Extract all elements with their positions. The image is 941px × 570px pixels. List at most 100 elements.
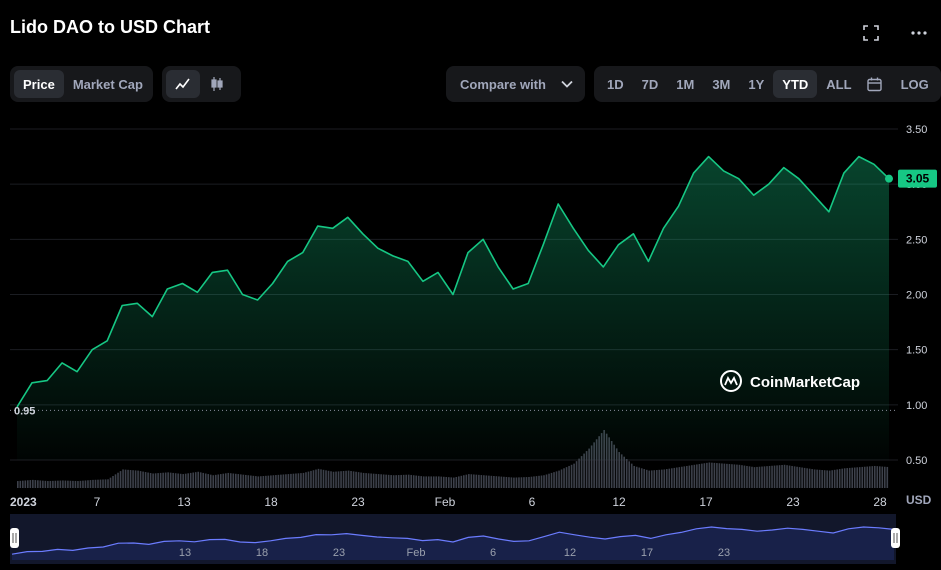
volume-bar bbox=[367, 473, 370, 488]
tab-price[interactable]: Price bbox=[14, 70, 64, 98]
volume-bar bbox=[858, 467, 861, 488]
volume-bar bbox=[182, 474, 184, 488]
volume-bar bbox=[352, 471, 355, 488]
volume-bar bbox=[520, 477, 523, 488]
volume-bar bbox=[678, 467, 681, 488]
volume-bar bbox=[593, 442, 595, 488]
volume-bar bbox=[242, 474, 245, 488]
volume-bar bbox=[821, 470, 823, 488]
volume-bar bbox=[831, 470, 833, 488]
navigator-tick-label: 6 bbox=[490, 547, 496, 559]
volume-bar bbox=[199, 472, 202, 488]
navigator-tick-label: 18 bbox=[256, 547, 268, 559]
volume-bar bbox=[595, 439, 598, 488]
range-7d[interactable]: 7D bbox=[641, 76, 659, 92]
volume-bar bbox=[756, 466, 758, 488]
volume-bar bbox=[89, 480, 92, 488]
volume-bar bbox=[716, 463, 718, 488]
y-tick-label: 2.00 bbox=[906, 290, 927, 302]
volume-bar bbox=[793, 466, 796, 488]
range-1y[interactable]: 1Y bbox=[748, 76, 765, 92]
compare-dropdown[interactable]: Compare with bbox=[446, 66, 585, 102]
navigator-tick-label: 23 bbox=[718, 547, 730, 559]
volume-bar bbox=[49, 480, 52, 488]
volume-bar bbox=[74, 480, 77, 488]
volume-bar bbox=[753, 467, 756, 488]
volume-bar bbox=[470, 474, 473, 488]
range-toggle: 1D 7D 1M 3M 1Y YTD ALL LOG bbox=[594, 66, 941, 102]
volume-bar bbox=[132, 470, 134, 488]
volume-bar bbox=[402, 474, 405, 488]
volume-bar bbox=[427, 476, 430, 488]
navigator-line bbox=[11, 526, 895, 555]
volume-bar bbox=[453, 477, 455, 488]
volume-bar bbox=[237, 474, 240, 488]
volume-bar bbox=[245, 474, 247, 488]
volume-bar bbox=[485, 475, 488, 488]
range-ytd[interactable]: YTD bbox=[773, 70, 818, 98]
volume-bar bbox=[613, 444, 615, 488]
volume-bar bbox=[585, 451, 588, 488]
x-tick-label: 18 bbox=[264, 495, 278, 509]
volume-bar bbox=[823, 470, 826, 488]
navigator-left-handle[interactable] bbox=[10, 528, 19, 548]
candlestick-icon[interactable] bbox=[200, 70, 234, 98]
volume-bar bbox=[473, 474, 475, 488]
volume-bar bbox=[738, 464, 741, 488]
current-price-dot bbox=[885, 174, 893, 183]
volume-bar bbox=[62, 480, 64, 488]
navigator-right-handle[interactable] bbox=[891, 528, 900, 548]
x-tick-label: 7 bbox=[94, 495, 101, 509]
range-1m[interactable]: 1M bbox=[676, 76, 695, 92]
volume-bar bbox=[327, 470, 330, 488]
volume-bar bbox=[625, 459, 628, 488]
expand-icon[interactable] bbox=[860, 22, 882, 44]
volume-bar bbox=[229, 473, 232, 488]
volume-bar bbox=[415, 475, 418, 488]
volume-bar bbox=[265, 475, 267, 488]
more-icon[interactable] bbox=[908, 22, 930, 44]
volume-bar bbox=[270, 475, 272, 488]
calendar-icon[interactable] bbox=[861, 70, 888, 98]
navigator-tick-label: Feb bbox=[407, 547, 426, 559]
volume-bar bbox=[610, 441, 613, 488]
volume-bar bbox=[337, 471, 340, 488]
volume-bar bbox=[295, 473, 297, 488]
volume-bar bbox=[42, 480, 44, 488]
volume-bar bbox=[583, 453, 585, 488]
volume-bar bbox=[177, 473, 179, 488]
range-1d[interactable]: 1D bbox=[607, 76, 624, 92]
volume-bar bbox=[257, 476, 260, 488]
volume-bar bbox=[545, 474, 548, 488]
volume-bar bbox=[212, 475, 215, 488]
volume-bar bbox=[565, 467, 568, 488]
volume-bar bbox=[618, 452, 620, 488]
range-all[interactable]: ALL bbox=[826, 76, 852, 92]
volume-bar bbox=[387, 474, 390, 488]
tab-market-cap[interactable]: Market Cap bbox=[72, 76, 143, 92]
volume-bar bbox=[292, 473, 295, 488]
line-chart-icon[interactable] bbox=[166, 70, 200, 98]
volume-bar bbox=[786, 465, 788, 488]
volume-bar bbox=[114, 474, 117, 488]
volume-bar bbox=[377, 474, 380, 488]
volume-bar bbox=[410, 474, 413, 488]
page-title: Lido DAO to USD Chart bbox=[10, 17, 210, 37]
range-3m[interactable]: 3M bbox=[712, 76, 731, 92]
volume-bar bbox=[876, 466, 879, 488]
volume-bar bbox=[169, 472, 172, 488]
range-navigator[interactable]: 13 18 23 Feb 6 12 17 23 bbox=[10, 514, 900, 564]
log-toggle[interactable]: LOG bbox=[900, 76, 929, 92]
volume-bar bbox=[771, 465, 773, 488]
volume-bar bbox=[192, 472, 195, 488]
volume-bar bbox=[633, 465, 636, 488]
volume-bar bbox=[240, 474, 242, 488]
volume-bar bbox=[816, 469, 818, 488]
volume-bar bbox=[97, 479, 99, 488]
x-tick-label: 2023 bbox=[10, 495, 37, 509]
volume-bar bbox=[638, 467, 641, 488]
volume-bar bbox=[204, 473, 207, 488]
volume-bar bbox=[493, 476, 495, 488]
volume-bar bbox=[149, 473, 152, 488]
